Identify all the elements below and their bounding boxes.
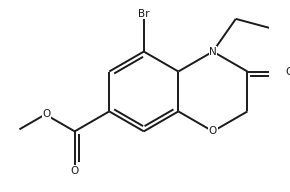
Text: Br: Br bbox=[138, 9, 150, 19]
Text: O: O bbox=[42, 109, 50, 119]
Text: O: O bbox=[209, 126, 217, 136]
Text: O: O bbox=[285, 66, 290, 76]
Text: N: N bbox=[209, 47, 217, 57]
Text: O: O bbox=[70, 166, 79, 176]
